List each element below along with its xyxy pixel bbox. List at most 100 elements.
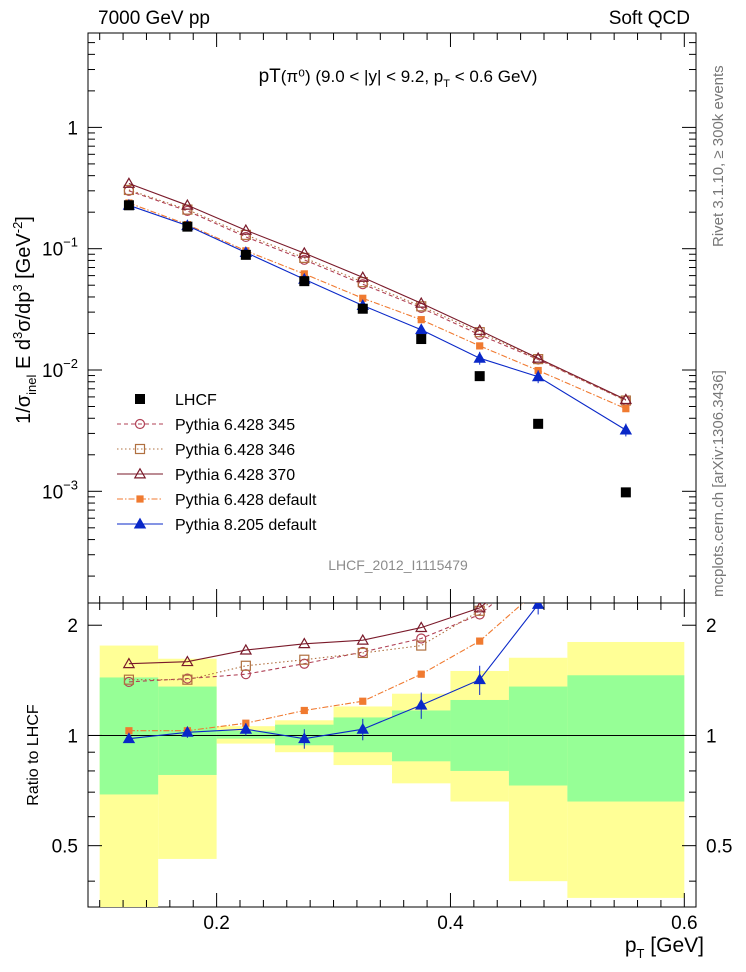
legend-label-data: LHCF [175, 392, 217, 409]
ratio-frame [87, 602, 697, 908]
x-tick-label: 0.4 [437, 913, 464, 934]
series-2-point-1 [181, 198, 194, 210]
ratio-2-point-0 [122, 657, 136, 669]
ratio-tick-label-right: 0.5 [706, 837, 732, 858]
ratio-tick-label: 0.5 [52, 837, 78, 858]
y-tick-label: 10−3 [42, 477, 78, 503]
series-line-1 [128, 189, 627, 401]
series-1-point-7 [533, 353, 544, 365]
ratio-4-point-6 [473, 673, 486, 685]
series-3-point-8 [622, 405, 630, 413]
energy-label: 7000 GeV pp [98, 8, 210, 29]
ratio-4-point-8 [621, 540, 631, 549]
chart-title: pT(π⁰) (9.0 < |y| < 9.2, pT < 0.6 GeV) [259, 66, 538, 90]
band-inner-8 [567, 675, 685, 802]
ratio-panel: 0.2 0.4 0.6 2 2 1 1 0.5 0.5 [52, 511, 732, 934]
legend-marker-3 [136, 495, 144, 503]
series-3-point-5 [417, 316, 425, 324]
ratio-tick-label-right: 2 [706, 616, 717, 637]
watermark: LHCF_2012_I1115479 [328, 557, 468, 573]
ratio-1-point-4 [357, 647, 368, 659]
rivet-label: Rivet 3.1.10, ≥ 300k events [710, 65, 727, 247]
ratio-tick-label: 1 [67, 726, 78, 747]
series-2-point-2 [239, 223, 253, 235]
ratio-4-point-3 [298, 732, 311, 744]
y-tick-label: 1 [67, 118, 78, 139]
ratio-3-point-3 [300, 706, 308, 715]
y-axis-label: 1/σinel E d3σ/dp3 [GeV-2] [10, 216, 39, 424]
ratio-tick-label-right: 1 [706, 726, 717, 747]
legend-marker-1 [134, 443, 146, 455]
ratio-2-point-5 [415, 621, 428, 633]
ratio-1-point-3 [299, 654, 310, 665]
legend-marker-4 [133, 517, 147, 529]
y-tick-label: 10−1 [42, 235, 78, 261]
ratio-4-point-1 [181, 725, 194, 737]
data-point-6 [474, 371, 485, 382]
ratio-3-point-0 [125, 727, 133, 735]
ratio-3-point-8 [622, 511, 629, 518]
ratio-3-point-4 [359, 697, 367, 705]
source-label: mcplots.cern.ch [arXiv:1306.3436] [710, 370, 727, 597]
y-tick-label: 10−2 [42, 356, 78, 382]
ratio-line-2 [128, 603, 487, 665]
series-2-point-4 [356, 271, 369, 282]
ratio-line-1 [128, 603, 491, 681]
data-point-3 [299, 276, 310, 287]
series-2-point-5 [415, 296, 428, 308]
series-2-point-3 [298, 246, 311, 258]
ratio-4-point-0 [122, 732, 136, 744]
data-point-7 [533, 418, 544, 429]
ratio-2-point-1 [181, 655, 194, 667]
ratio-4-point-2 [239, 722, 253, 734]
ratio-3-point-5 [417, 670, 425, 678]
ratio-4-point-4 [356, 722, 369, 734]
legend: LHCF Pythia 6.428 345 Pythia 6.428 346 Pyth… [117, 392, 317, 534]
x-tick-label: 0.6 [671, 913, 697, 934]
ratio-y-label: Ratio to LHCF [25, 704, 42, 806]
series-line-2 [128, 182, 627, 401]
data-point-1 [182, 221, 193, 232]
ratio-4-point-5 [415, 698, 428, 710]
main-panel: 1 10−1 10−2 10−3 [42, 32, 697, 604]
ratio-2-point-4 [356, 633, 369, 645]
band-inner-7 [508, 686, 568, 786]
ratio-4-point-7 [531, 603, 545, 609]
legend-label-1: Pythia 6.428 346 [175, 442, 295, 459]
series-1-point-0 [123, 184, 135, 196]
ratio-1-point-2 [240, 660, 251, 671]
process-label: Soft QCD [609, 8, 690, 29]
series-2-point-0 [122, 177, 136, 188]
ratio-0-point-7 [534, 562, 543, 571]
data-point-2 [240, 249, 251, 260]
x-axis-label: pT [GeV] [625, 934, 704, 961]
ratio-2-point-7 [533, 556, 543, 565]
data-point-4 [357, 303, 368, 314]
data-point-5 [416, 334, 427, 345]
legend-marker-0 [134, 418, 146, 430]
series-2-point-6 [473, 324, 486, 335]
ratio-1-point-0 [123, 674, 135, 685]
legend-label-2: Pythia 6.428 370 [175, 467, 295, 484]
ratio-1-point-7 [534, 559, 543, 568]
series-2-point-7 [531, 351, 545, 363]
legend-marker-2 [133, 467, 147, 479]
ratio-2-point-3 [298, 637, 311, 649]
series-line-3 [128, 202, 627, 410]
x-tick-label: 0.2 [203, 913, 229, 934]
ratio-line-3 [128, 603, 524, 732]
ratio-2-point-2 [239, 643, 253, 655]
legend-label-3: Pythia 6.428 default [175, 492, 317, 509]
ratio-line-0 [128, 603, 495, 683]
ratio-2-point-6 [473, 603, 486, 613]
legend-label-4: Pythia 8.205 default [175, 517, 317, 534]
ratio-3-point-6 [476, 637, 484, 645]
series-3-point-6 [476, 342, 484, 350]
series-4-point-5 [415, 323, 428, 335]
ratio-1-point-1 [182, 674, 193, 685]
series-2-point-8 [619, 393, 633, 405]
ratio-3-point-7 [535, 586, 542, 593]
ratio-1-point-5 [416, 640, 427, 651]
legend-label-0: Pythia 6.428 345 [175, 417, 295, 434]
